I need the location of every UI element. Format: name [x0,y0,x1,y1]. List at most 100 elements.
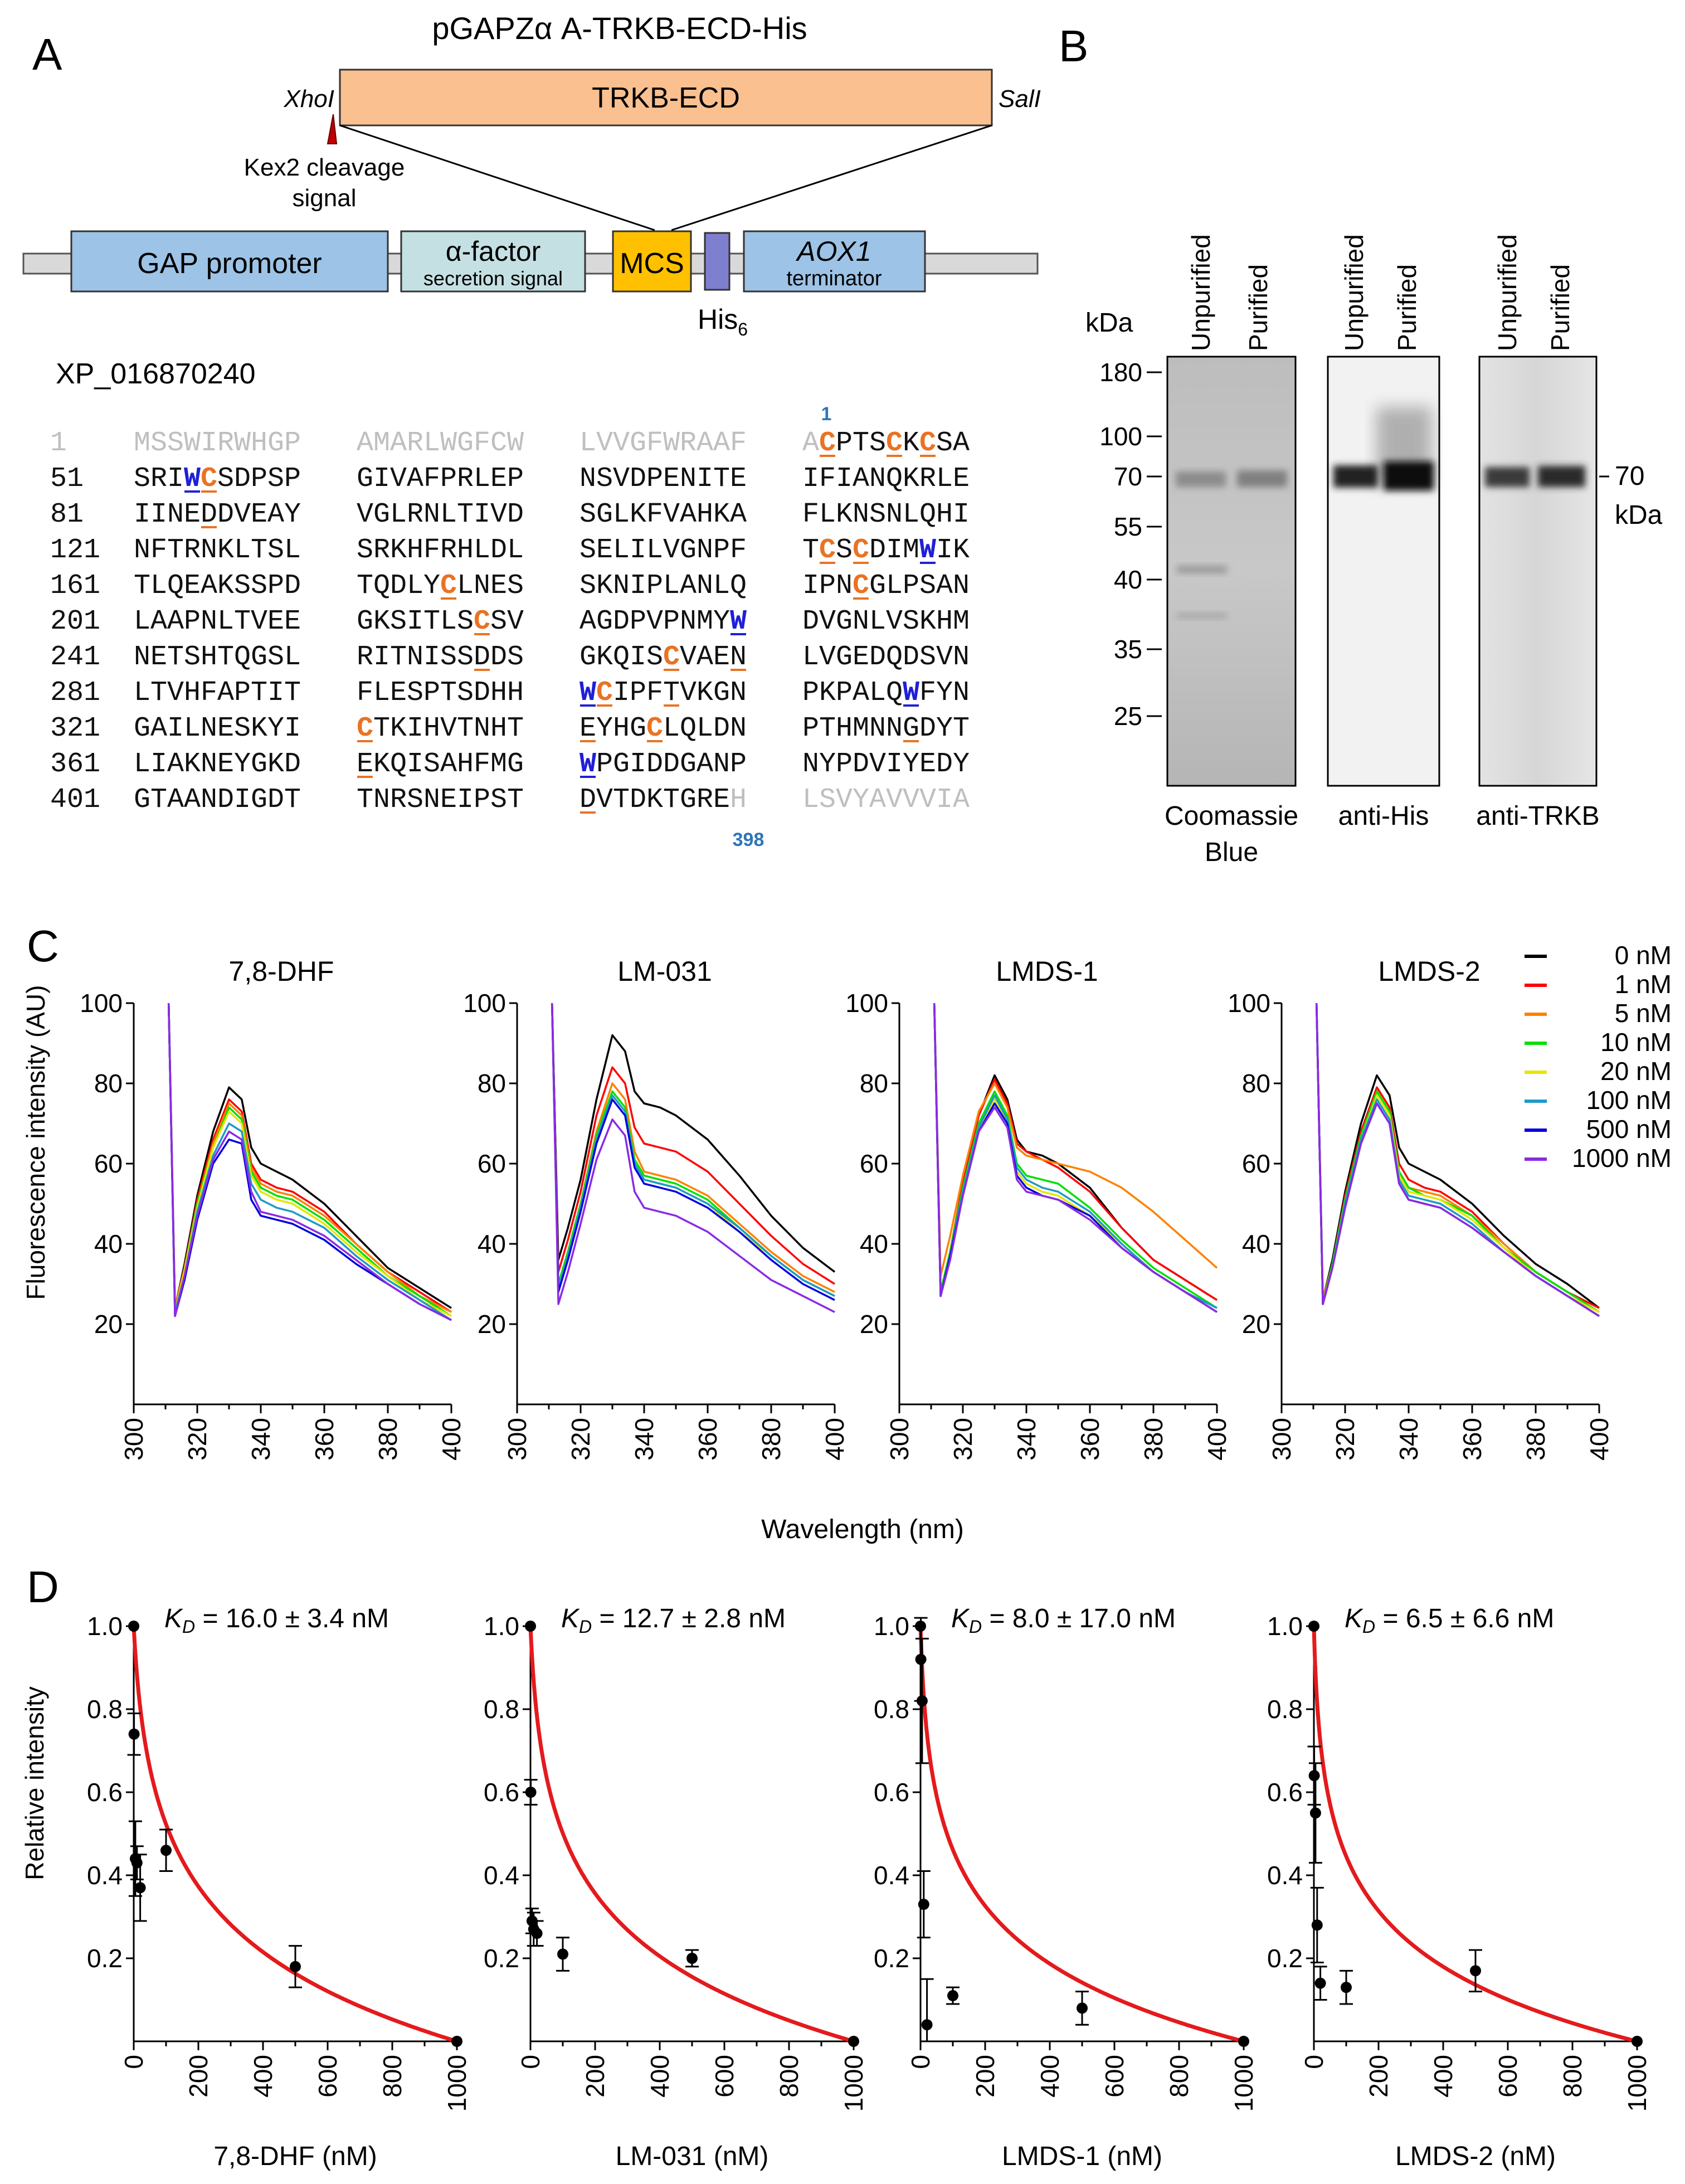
seq-segment: DVEAY [217,499,301,531]
seq-end-marker: 398 [733,829,764,850]
data-point [686,1953,698,1964]
y-tick-label: 100 [1228,989,1270,1018]
x-tick-label: 380 [1139,1418,1168,1461]
y-tick-label: 1.0 [87,1612,123,1641]
y-tick-label: 0.2 [874,1944,909,1973]
seq-row-number: 51 [50,463,84,495]
x-tick-label: 1000 [1623,2055,1652,2112]
data-point [525,1621,536,1632]
seq-segment: LSVYAVVVIA [802,784,970,816]
x-tick-label: 400 [1035,2055,1064,2098]
seq-segment: IPF [613,677,663,709]
legend-label: 1000 nM [1572,1144,1672,1173]
data-point [1310,1807,1321,1818]
y-tick-label: 1.0 [1267,1612,1303,1641]
kd-error: 3.4 [307,1604,344,1633]
seq-segment: SRI [134,463,184,495]
x-tick-label: 340 [630,1418,659,1461]
kex2-marker [328,114,337,144]
data-point [451,2036,462,2047]
sali-label: SalI [999,85,1041,113]
x-tick-label: 320 [1331,1418,1360,1461]
seq-segment: D [579,784,596,816]
seq-segment: DIM [869,534,919,566]
seq-segment: NSVDPENITE [579,463,747,495]
figure-canvas: A pGAPZα A-TRKB-ECD-His TRKB-ECD XhoI Sa… [0,0,1685,2184]
data-point [918,1899,929,1910]
binding-chart-lmds-2: KD = 6.5 ± 6.6 nM0.20.40.60.81.00 200 400 6… [1267,1604,1652,2171]
data-point [947,1990,958,2001]
seq-segment: C [440,570,457,602]
x-tick-label: 800 [1165,2055,1194,2098]
seq-segment: FLESPTSDHH [357,677,524,709]
legend-label: 0 nM [1615,941,1672,970]
x-tick-label: 400 [249,2055,277,2098]
panel-label-a: A [32,30,62,79]
series-line-0-nm [934,1003,1217,1300]
band-anti-trkb-purified [1538,466,1585,487]
y-tick-label: 60 [94,1149,123,1178]
caption-coomassie-line1: Coomassie [1165,801,1298,831]
kd-eq: = [592,1604,622,1633]
seq-segment: DS [490,641,524,673]
data-point [1312,1919,1323,1930]
series-line-10-nm [1317,1003,1599,1312]
y-tick-label: 0.2 [87,1944,123,1973]
aox1-label: AOX1 [795,236,871,267]
seq-segment: PKPALQ [802,677,903,709]
seq-segment: GIVAFPRLEP [357,463,524,495]
y-tick-label: 100 [80,989,123,1018]
kd-symbol: K [561,1604,580,1633]
series-line-1-nm [934,1003,1217,1300]
seq-row-number: 321 [50,713,100,745]
seq-segment: PTS [836,427,886,459]
series-line-100-nm [934,1003,1217,1308]
lane-label-purified: Purified [1546,264,1575,351]
y-tick-label: 80 [478,1069,506,1098]
seq-segment: KQISAHFMG [373,748,524,780]
y-tick-label: 0.2 [1267,1944,1303,1973]
seq-segment: VGLRNLTIVD [357,499,524,531]
mw-marker-35: 35 [1114,635,1142,664]
chart-title: LMDS-2 [1378,956,1480,987]
seq-row-number: 81 [50,499,84,531]
seq-segment: FYN [919,677,970,709]
gap-promoter-label: GAP promoter [137,247,322,280]
y-tick-label: 60 [860,1149,888,1178]
kda-axis-label: kDa [1085,308,1133,338]
band-label-unit: kDa [1615,500,1663,530]
construct-title: pGAPZα A-TRKB-ECD-His [432,11,807,46]
seq-segment: LNES [457,570,524,602]
y-tick-label: 80 [860,1069,888,1098]
binding-chart-lmds-1: KD = 8.0 ± 17.0 nM0.20.40.60.81.00 200 400… [874,1604,1258,2171]
y-tick-label: 40 [94,1229,123,1258]
x-tick-label: 1000 [442,2055,471,2112]
data-point [917,1695,928,1706]
mw-marker-180: 180 [1099,358,1142,387]
x-tick-label: 380 [757,1418,786,1461]
series-line-5-nm [1317,1003,1599,1312]
y-tick-label: 40 [478,1229,506,1258]
x-tick-label: 200 [1364,2055,1393,2098]
his6-box [705,233,729,290]
panel-label-c: C [27,921,59,971]
seq-segment: SELILVGNPF [579,534,747,566]
seq-segment: T [802,534,819,566]
chart-title: LM-031 [617,956,712,987]
x-axis-label: LMDS-1 (nM) [1002,2142,1162,2171]
binding-chart-7-8-dhf: KD = 16.0 ± 3.4 nM 0.2 0.4 0.6 0.8 1.0 0 200 400… [87,1604,471,2171]
mw-marker-100: 100 [1099,422,1142,451]
band-label-value: 70 [1615,461,1644,491]
data-point [129,1729,140,1740]
x-tick-label: 800 [378,2055,407,2098]
seq-segment: IINE [134,499,201,531]
x-tick-label: 360 [1458,1418,1487,1461]
kd-pm: ± [1443,1604,1473,1633]
x-tick-label: 400 [1585,1418,1614,1461]
legend-label: 500 nM [1586,1115,1672,1144]
x-tick-label: 0 [516,2055,545,2069]
data-point [532,1928,543,1939]
series-line-100-nm [169,1003,451,1320]
x-axis-label: 7,8-DHF (nM) [213,2142,377,2171]
data-point [1341,1982,1352,1993]
